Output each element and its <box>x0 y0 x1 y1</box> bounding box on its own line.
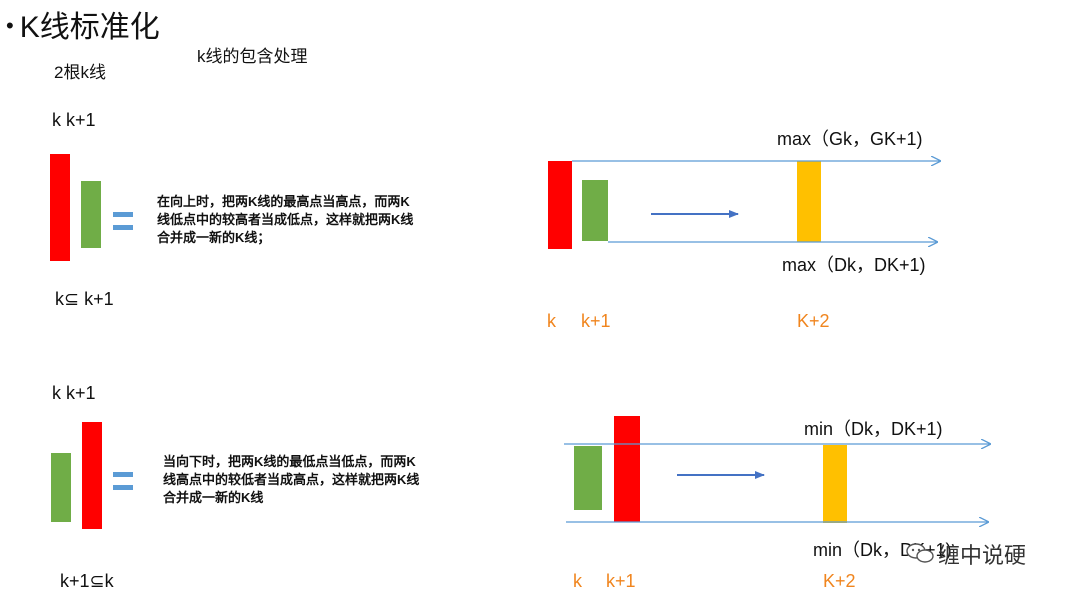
down-relation: k+1⊆k <box>60 571 114 591</box>
up-bottom-label-k2: K+2 <box>797 311 830 331</box>
up-high-label: max（Gk，GK+1) <box>777 129 923 149</box>
down-right-candle-k <box>574 446 602 510</box>
up-description: 在向上时，把两K线的最高点当高点，而两K线低点中的较高者当成低点，这样就把两K线… <box>157 194 414 245</box>
up-right-candle-k1 <box>582 180 608 241</box>
down-bottom-label-k1: k+1 <box>606 571 636 591</box>
down-bottom-label-k: k <box>573 571 582 591</box>
subtitle-inclusion: k线的包含处理 <box>197 47 308 66</box>
down-high-label: min（Dk，DK+1) <box>804 419 943 439</box>
bullet-icon: • <box>6 13 14 38</box>
up-bottom-label-k1: k+1 <box>581 311 611 331</box>
title-text: K线标准化 <box>19 11 160 44</box>
subtitle-two-candles: 2根k线 <box>54 63 106 82</box>
down-merged-candle <box>823 445 847 523</box>
up-right-candle-k <box>548 161 572 249</box>
down-bottom-label-k2: K+2 <box>823 571 856 591</box>
down-right-candle-k1 <box>614 416 640 522</box>
watermark-text: 缠中说硬 <box>938 543 1027 568</box>
wechat-icon <box>906 543 934 563</box>
down-candle-k <box>51 453 71 522</box>
down-description: 当向下时，把两K线的最低点当低点，而两K线高点中的较低者当成高点，这样就把两K线… <box>163 454 420 505</box>
up-merged-candle <box>797 161 821 242</box>
down-candle-k1 <box>82 422 102 529</box>
up-candle-k <box>50 154 70 261</box>
page-title: • K线标准化 <box>6 8 160 46</box>
up-relation: k⊆ k+1 <box>55 289 114 309</box>
up-bottom-label-k: k <box>547 311 556 331</box>
down-candle-labels: k k+1 <box>52 383 96 403</box>
up-candle-labels: k k+1 <box>52 110 96 130</box>
up-low-label: max（Dk，DK+1) <box>782 255 926 275</box>
up-candle-k1 <box>81 181 101 248</box>
